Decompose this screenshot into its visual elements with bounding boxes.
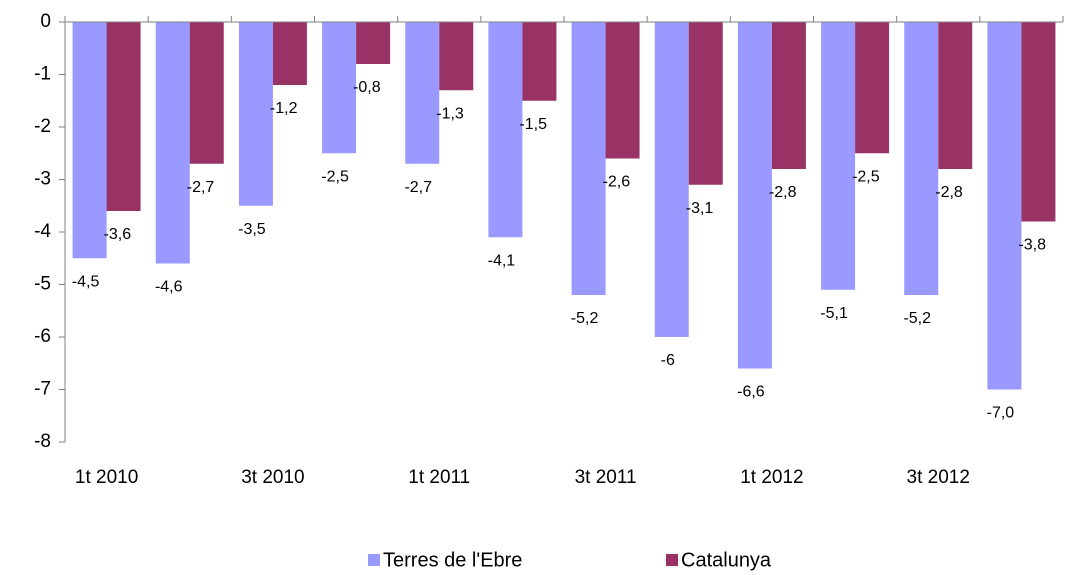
value-label: -5,2 [571,310,599,327]
bar [654,22,689,337]
value-label: -0,8 [353,79,381,96]
y-tick-label: -6 [34,326,51,347]
bar [737,22,772,369]
x-tick-label: 3t 2010 [241,467,304,488]
bar [855,22,890,154]
value-label: -5,1 [820,305,848,322]
bar [405,22,440,164]
legend-swatch [666,554,678,566]
y-tick-label: -1 [34,64,51,85]
value-label: -2,6 [603,174,631,191]
y-tick-label: -8 [34,431,51,452]
bar [322,22,357,154]
bar [605,22,640,159]
value-label: -2,5 [852,168,880,185]
bar [155,22,190,264]
bar [238,22,273,206]
x-tick-label: 1t 2010 [75,467,138,488]
bar [72,22,107,259]
value-label: -1,5 [519,116,547,133]
y-tick-label: -3 [34,169,51,190]
value-label: -2,8 [769,184,797,201]
value-label: -2,8 [935,184,963,201]
bar [688,22,723,185]
y-tick-label: 0 [40,11,51,32]
legend-label: Catalunya [681,549,772,571]
x-tick-label: 1t 2012 [740,467,803,488]
bar [938,22,973,169]
value-label: -3,6 [104,226,132,243]
value-label: -3,5 [238,221,266,238]
legend-label: Terres de l'Ebre [383,549,522,571]
value-label: -7,0 [987,405,1015,422]
value-label: -6,6 [737,384,765,401]
value-label: -1,2 [270,100,298,117]
value-label: -4,1 [488,252,516,269]
x-tick-label: 1t 2011 [408,467,470,488]
value-label: -3,8 [1018,237,1046,254]
bar [771,22,806,169]
bar [189,22,224,164]
y-tick-label: -7 [34,379,51,400]
legend-swatch [368,554,380,566]
value-label: -4,6 [155,279,183,296]
y-tick-label: -5 [34,274,51,295]
bar [356,22,391,64]
y-tick-label: -2 [34,116,51,137]
value-label: -2,7 [404,179,432,196]
value-label: -4,5 [72,273,100,290]
y-tick-label: -4 [34,221,51,242]
bar [106,22,141,211]
bar [571,22,606,295]
value-label: -3,1 [686,200,714,217]
value-label: -6 [661,352,675,369]
bar [904,22,939,295]
x-tick-label: 3t 2012 [907,467,970,488]
bar [272,22,307,85]
value-label: -1,3 [436,105,464,122]
bar [439,22,474,91]
bar [821,22,856,290]
value-label: -2,7 [187,179,215,196]
value-label: -5,2 [903,310,931,327]
bar [987,22,1022,390]
bar [1021,22,1056,222]
value-label: -2,5 [321,168,349,185]
bar [488,22,523,238]
bar [522,22,557,101]
x-tick-label: 3t 2011 [575,467,637,488]
